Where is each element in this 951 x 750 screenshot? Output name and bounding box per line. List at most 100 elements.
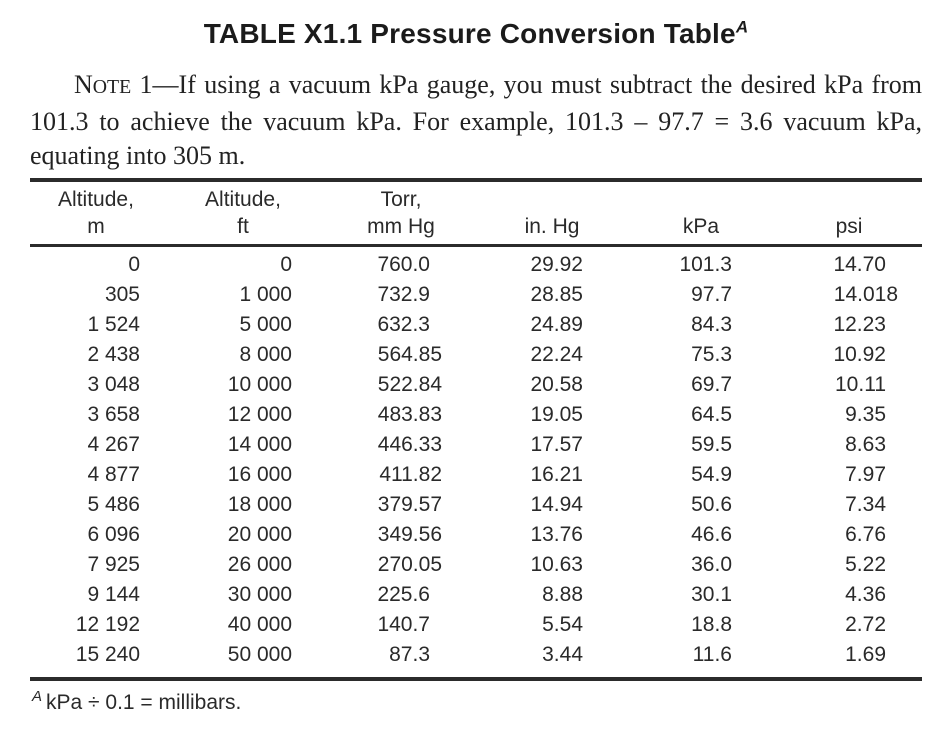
table-cell: 411.82	[379, 462, 442, 486]
table-row: 4 877 16 000 411.82 16.21 54.9 7.97	[30, 460, 922, 490]
table-cell: 46.6	[691, 522, 732, 546]
column-header-line2: mm Hg	[367, 214, 435, 238]
table-cell: 64.5	[691, 402, 732, 426]
column-header-line1: Altitude,	[205, 187, 281, 211]
table-cell: 632.3	[377, 312, 430, 336]
table-cell: 7 925	[87, 552, 140, 576]
table-cell: 225.6	[377, 582, 430, 606]
column-header-in-hg: in. Hg	[478, 179, 626, 247]
column-header-line2: psi	[835, 214, 863, 238]
table-header: Altitude, m Altitude, ft Torr, mm Hg in. Hg kPa…	[30, 179, 922, 247]
column-header-kpa: kPa	[626, 179, 776, 247]
table-cell: 7.34	[845, 492, 886, 516]
table-cell: 30 000	[227, 582, 292, 606]
note-label-smallcaps: OTE	[92, 76, 132, 98]
table-cell: 140.7	[377, 612, 430, 636]
table-cell: 349.56	[377, 522, 442, 546]
table-cell: 20.58	[530, 372, 583, 396]
table-cell: 59.5	[691, 432, 732, 456]
table-cell: 1 000	[239, 282, 292, 306]
table-cell: 14.018	[833, 282, 898, 306]
table-cell: 75.3	[691, 342, 732, 366]
footnote-text: kPa ÷ 0.1 = millibars.	[46, 690, 242, 714]
table-cell: 10 000	[227, 372, 292, 396]
table-cell: 16 000	[227, 462, 292, 486]
table-row: 5 486 18 000 379.57 14.94 50.6 7.34	[30, 490, 922, 520]
table-cell: 522.84	[377, 372, 442, 396]
table-cell: 2.72	[845, 612, 886, 636]
column-header-line1	[478, 186, 626, 213]
table-cell: 12 192	[75, 612, 140, 636]
table-cell: 84.3	[691, 312, 732, 336]
table-cell: 11.6	[692, 642, 732, 666]
table-cell: 18 000	[227, 492, 292, 516]
note-label-number: 1—	[131, 70, 179, 99]
table-cell: 40 000	[227, 612, 292, 636]
table-cell: 483.83	[377, 402, 442, 426]
table-cell: 9 144	[87, 582, 140, 606]
table-cell: 9.35	[845, 402, 886, 426]
table-cell: 101.3	[679, 252, 732, 276]
column-header-line2: m	[87, 214, 105, 238]
table-header-row: Altitude, m Altitude, ft Torr, mm Hg in. Hg kPa…	[30, 179, 922, 247]
table-row: 0 0 760.0 29.92 101.3 14.70	[30, 245, 922, 280]
table-row: 4 267 14 000 446.33 17.57 59.5 8.63	[30, 430, 922, 460]
column-header-line2: kPa	[682, 214, 720, 238]
table-cell: 36.0	[691, 552, 732, 576]
table-cell: 305	[104, 282, 140, 306]
column-header-line1	[776, 186, 922, 213]
table-title-text: TABLE X1.1 Pressure Conversion Table	[203, 18, 736, 49]
table-cell: 2 438	[87, 342, 140, 366]
table-row: 3 658 12 000 483.83 19.05 64.5 9.35	[30, 400, 922, 430]
pressure-conversion-table: Altitude, m Altitude, ft Torr, mm Hg in. Hg kPa…	[30, 177, 922, 681]
table-cell: 24.89	[530, 312, 583, 336]
table-row: 1 524 5 000 632.3 24.89 84.3 12.23	[30, 310, 922, 340]
table-title-footnote-ref: A	[735, 17, 749, 37]
table-cell: 3.44	[542, 642, 583, 666]
table-row: 3 048 10 000 522.84 20.58 69.7 10.11	[30, 370, 922, 400]
note-paragraph: NOTE 1—If using a vacuum kPa gauge, you …	[30, 68, 922, 174]
table-cell: 3 048	[87, 372, 140, 396]
note-text: If using a vacuum kPa gauge, you must su…	[30, 70, 922, 170]
table-row: 7 925 26 000 270.05 10.63 36.0 5.22	[30, 550, 922, 580]
table-row: 15 240 50 000 87.3 3.44 11.6 1.69	[30, 640, 922, 679]
table-cell: 50 000	[227, 642, 292, 666]
table-cell: 50.6	[691, 492, 732, 516]
table-body: 0 0 760.0 29.92 101.3 14.70 305 1 000 732.9 28.85…	[30, 245, 922, 679]
table-cell: 7.97	[845, 462, 886, 486]
table-cell: 3 658	[87, 402, 140, 426]
table-cell: 10.63	[530, 552, 583, 576]
table-cell: 732.9	[377, 282, 430, 306]
table-cell: 16.21	[530, 462, 583, 486]
table-cell: 8.63	[845, 432, 886, 456]
table-cell: 4 267	[87, 432, 140, 456]
column-header-line2: ft	[237, 214, 249, 238]
column-header-m: Altitude, m	[30, 179, 162, 247]
table-cell: 5.22	[845, 552, 886, 576]
column-header-psi: psi	[776, 179, 922, 247]
table-cell: 564.85	[377, 342, 442, 366]
table-cell: 1 524	[87, 312, 140, 336]
table-cell: 8 000	[239, 342, 292, 366]
table-cell: 6.76	[845, 522, 886, 546]
table-cell: 30.1	[691, 582, 732, 606]
table-cell: 12 000	[227, 402, 292, 426]
note-label-initial: N	[74, 70, 93, 99]
table-row: 12 192 40 000 140.7 5.54 18.8 2.72	[30, 610, 922, 640]
column-header-ft: Altitude, ft	[162, 179, 324, 247]
table-cell: 5 000	[239, 312, 292, 336]
table-cell: 18.8	[691, 612, 732, 636]
table-cell: 4 877	[87, 462, 140, 486]
column-header-line1	[626, 186, 776, 213]
table-cell: 10.11	[835, 372, 886, 396]
table-cell: 5.54	[542, 612, 583, 636]
table-cell: 15 240	[75, 642, 140, 666]
table-cell: 0	[280, 252, 292, 276]
table-cell: 20 000	[227, 522, 292, 546]
table-row: 9 144 30 000 225.6 8.88 30.1 4.36	[30, 580, 922, 610]
table-cell: 26 000	[227, 552, 292, 576]
column-header-mm-hg: Torr, mm Hg	[324, 179, 478, 247]
table-row: 6 096 20 000 349.56 13.76 46.6 6.76	[30, 520, 922, 550]
